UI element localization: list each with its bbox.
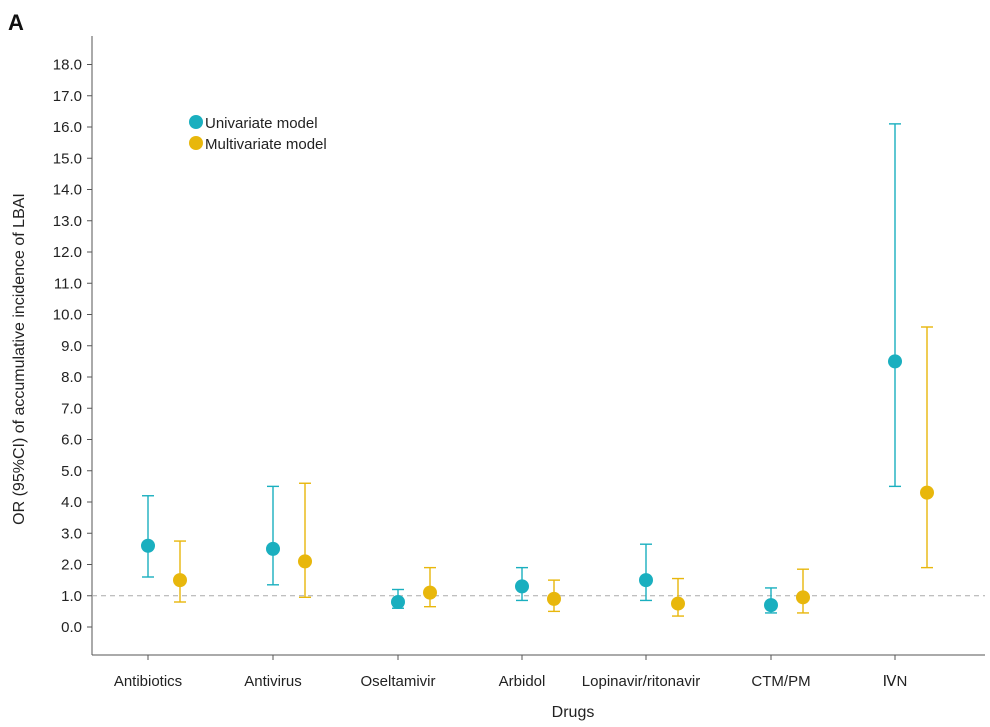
univariate-point	[266, 541, 280, 556]
y-tick-label: 6.0	[61, 432, 82, 449]
univariate-point	[391, 595, 405, 609]
univariate-ci-bar	[640, 543, 652, 602]
y-tick-label: 0.0	[61, 619, 82, 636]
y-axis: 0.0 1.0 2.0 3.0 4.0 5.0 6.0 7.0 8.0 9.0 10.0 11.0 12…	[53, 36, 93, 655]
legend-multivariate-label: Multivariate model	[205, 136, 327, 153]
univariate-point	[639, 573, 653, 588]
x-tick-label: Lopinavir/ritonavir	[582, 673, 700, 690]
legend: Univariate model Multivariate model	[189, 115, 327, 153]
x-tick-label: Oseltamivir	[360, 673, 435, 690]
y-axis-title: OR (95%CI) of accumulative incidence of …	[11, 193, 28, 525]
y-tick-label: 8.0	[61, 369, 82, 386]
y-tick-label: 9.0	[61, 338, 82, 355]
multivariate-ci-bar	[921, 326, 933, 569]
y-tick-label: 3.0	[61, 525, 82, 542]
y-tick-label: 10.0	[53, 307, 82, 324]
multivariate-point	[547, 591, 561, 606]
multivariate-point	[298, 554, 312, 569]
univariate-ci-bar	[267, 485, 279, 586]
univariate-ci-bar	[142, 495, 154, 578]
x-tick-label: CTM/PM	[751, 673, 810, 690]
y-tick-label: 12.0	[53, 244, 82, 261]
y-tick-label: 16.0	[53, 119, 82, 136]
univariate-point	[888, 354, 902, 369]
legend-univariate-marker	[189, 115, 203, 129]
y-tick-label: 17.0	[53, 88, 82, 105]
x-tick-label: Arbidol	[499, 673, 546, 690]
x-tick-label: Antibiotics	[114, 673, 182, 690]
multivariate-point	[796, 590, 810, 605]
univariate-point	[141, 538, 155, 553]
panel-label: A	[8, 10, 24, 35]
multivariate-point	[423, 585, 437, 600]
y-tick-label: 2.0	[61, 557, 82, 574]
y-tick-label: 18.0	[53, 57, 82, 74]
multivariate-point	[920, 485, 934, 500]
y-tick-label: 7.0	[61, 400, 82, 417]
x-tick-label: Antivirus	[244, 673, 302, 690]
y-tick-label: 15.0	[53, 150, 82, 167]
x-tick-label: ⅣN	[883, 673, 908, 690]
y-tick-label: 1.0	[61, 588, 82, 605]
x-axis-title: Drugs	[552, 704, 595, 721]
x-axis: Antibiotics Antivirus Oseltamivir Arbidol Lo…	[92, 654, 985, 690]
univariate-point	[764, 598, 778, 613]
multivariate-point	[173, 573, 187, 588]
multivariate-ci-bar	[174, 540, 186, 603]
plot-marks	[141, 123, 934, 617]
y-tick-label: 13.0	[53, 213, 82, 230]
legend-univariate-label: Univariate model	[205, 115, 318, 132]
y-tick-label: 14.0	[53, 182, 82, 199]
y-tick-label: 4.0	[61, 494, 82, 511]
y-tick-label: 5.0	[61, 463, 82, 480]
legend-multivariate-marker	[189, 136, 203, 150]
multivariate-ci-bar	[299, 482, 311, 599]
y-tick-label: 11.0	[54, 275, 82, 292]
multivariate-point	[671, 596, 685, 611]
univariate-point	[515, 579, 529, 594]
univariate-ci-bar	[889, 123, 901, 488]
